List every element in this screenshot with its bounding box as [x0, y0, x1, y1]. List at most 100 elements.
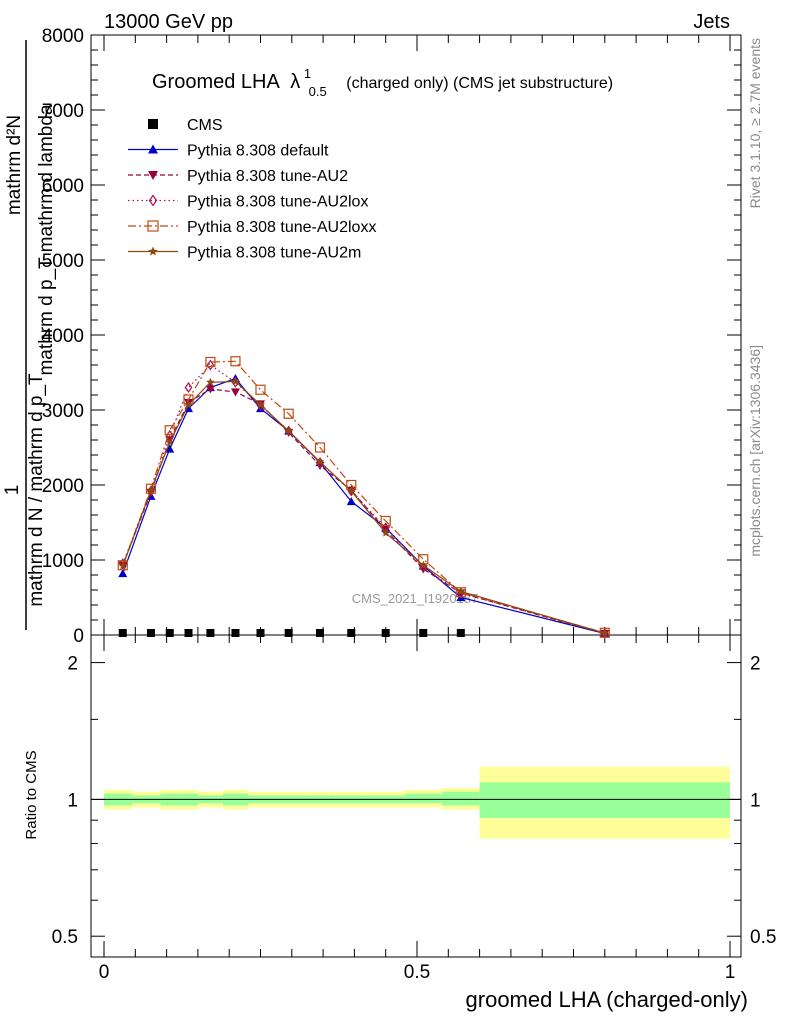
data-point	[599, 627, 610, 638]
data-point	[205, 385, 215, 394]
y-tick-label: 4000	[42, 326, 84, 347]
data-point	[315, 457, 325, 466]
ratio-tick-label-right: 2	[750, 654, 761, 675]
data-point	[346, 497, 356, 506]
series-line	[122, 380, 605, 634]
data-point	[206, 377, 215, 386]
y-tick-label: 0	[73, 626, 84, 647]
series-0	[118, 629, 465, 637]
ratio-tick-label-right: 1	[750, 790, 761, 811]
data-point	[256, 400, 265, 409]
legend-label: Pythia 8.308 tune-AU2loxx	[187, 219, 376, 236]
y-tick-label: 2000	[42, 476, 84, 497]
y-label-line2-denominator: mathrm d N / mathrm d p_T	[26, 373, 47, 607]
data-point	[381, 528, 390, 537]
y-tick-label: 6000	[42, 176, 84, 197]
category-label: Jets	[693, 11, 730, 33]
y-axis-label: mathrm d²N mathrm d p_T mathrm d lambda …	[2, 40, 57, 630]
legend-item: CMS	[148, 117, 223, 134]
legend-label: CMS	[187, 117, 223, 134]
title-superscript: 1	[304, 66, 311, 81]
data-point	[230, 388, 240, 397]
legend-label: Pythia 8.308 tune-AU2	[187, 168, 348, 185]
data-point	[284, 426, 293, 435]
data-point	[347, 629, 356, 637]
data-point	[283, 408, 294, 419]
x-tick-label: 0	[99, 962, 110, 983]
y-label-line2-numerator: 1	[2, 485, 23, 496]
y-tick-label: 8000	[42, 26, 84, 47]
y-label-numerator: mathrm d²N	[4, 115, 25, 215]
legend-item: Pythia 8.308 default	[128, 143, 329, 160]
legend-item: Pythia 8.308 tune-AU2loxx	[128, 219, 376, 236]
series-line	[122, 364, 605, 635]
title-main: Groomed LHA	[152, 71, 280, 93]
data-point	[230, 356, 241, 367]
legend-marker	[148, 246, 158, 256]
chart-title: Groomed LHA λ 1 0.5 (charged only) (CMS …	[152, 61, 613, 101]
data-series	[117, 356, 610, 640]
data-point	[118, 558, 127, 570]
y-tick-label: 5000	[42, 251, 84, 272]
data-point	[118, 629, 127, 637]
x-tick-label: 1	[725, 962, 736, 983]
legend-marker	[148, 171, 158, 180]
data-point	[165, 444, 175, 453]
data-point	[600, 628, 610, 637]
title-lambda: λ	[290, 71, 300, 93]
ratio-uncertainty-bands	[104, 766, 730, 839]
data-point	[145, 483, 157, 494]
title-subscript: 0.5	[309, 84, 327, 99]
data-point	[347, 486, 356, 495]
data-point	[456, 587, 466, 596]
legend-item: Pythia 8.308 tune-AU2m	[128, 245, 361, 262]
data-point	[146, 485, 156, 494]
ratio-band-inner	[479, 782, 730, 819]
data-point	[206, 629, 215, 637]
legend-label: Pythia 8.308 default	[187, 143, 329, 160]
data-point	[315, 629, 324, 637]
data-point	[419, 560, 428, 569]
data-point	[284, 629, 293, 637]
mcplots-label: mcplots.cern.ch [arXiv:1306.3436]	[747, 345, 763, 557]
beam-energy-label: 13000 GeV pp	[104, 11, 233, 33]
data-point	[165, 437, 174, 446]
data-point	[184, 629, 193, 637]
legend-marker	[148, 119, 158, 129]
ratio-tick-label-right: 0.5	[750, 927, 776, 948]
data-point	[205, 356, 216, 368]
data-point	[206, 359, 215, 371]
legend: CMS Pythia 8.308 default Pythia 8.308 tune…	[128, 117, 376, 262]
ratio-band-inner	[442, 791, 480, 806]
x-tick-label: 0.5	[404, 962, 430, 983]
data-point	[164, 425, 175, 436]
series-5	[118, 377, 610, 637]
legend-marker	[147, 220, 159, 232]
legend-label: Pythia 8.308 tune-AU2m	[187, 245, 361, 262]
title-rest: (charged only) (CMS jet substructure)	[346, 75, 613, 92]
data-point	[231, 629, 240, 637]
y-axis-ticks: 0 1000 2000 3000 4000 5000 6000 7000 8000	[42, 26, 741, 647]
ratio-frame	[90, 634, 742, 958]
data-point	[314, 442, 326, 453]
data-point	[117, 560, 128, 571]
data-point	[380, 515, 391, 527]
data-point	[256, 629, 265, 637]
ratio-tick-label: 2	[67, 654, 78, 675]
x-axis-ticks: 0 0.5 1	[99, 35, 736, 983]
ratio-y-axis-ticks: 0.5 0.5 1 1 2 2	[52, 654, 777, 949]
data-point	[118, 569, 128, 578]
analysis-watermark: CMS_2021_I1920187	[352, 591, 479, 606]
legend-label: Pythia 8.308 tune-AU2lox	[187, 194, 368, 211]
series-4	[117, 356, 610, 638]
legend-item: Pythia 8.308 tune-AU2	[128, 168, 348, 185]
rivet-version-label: Rivet 3.1.10, ≥ 2.7M events	[747, 38, 763, 208]
data-point	[231, 377, 240, 386]
y-tick-label: 3000	[42, 401, 84, 422]
legend-marker	[148, 144, 158, 154]
data-point	[419, 561, 428, 574]
y-tick-label: 7000	[42, 101, 84, 122]
legend-item: Pythia 8.308 tune-AU2lox	[128, 194, 368, 211]
x-axis-label: groomed LHA (charged-only)	[466, 987, 748, 1012]
